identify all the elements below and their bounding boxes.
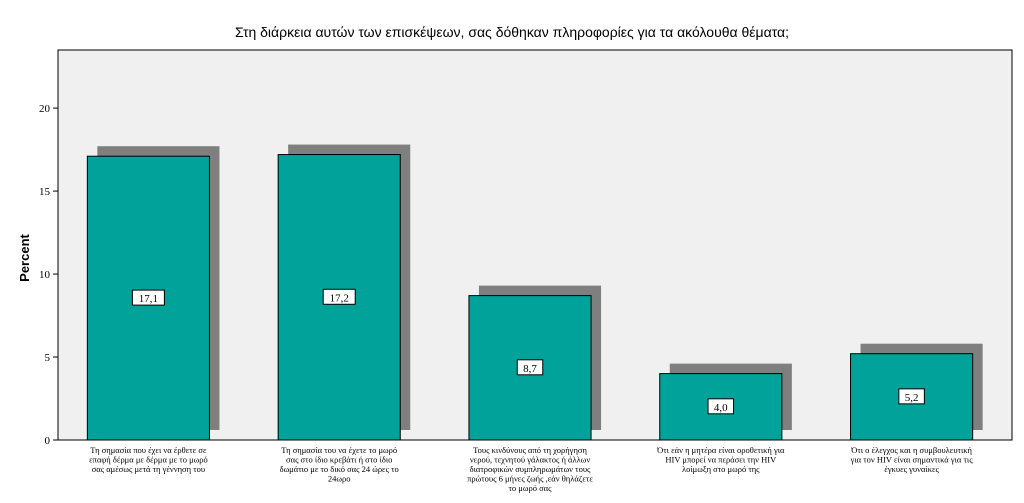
x-tick-label: HIV μπορεί να περάσει την HIV bbox=[665, 455, 777, 465]
bars: 17,1 17,2 8,7 4,0 5,2 bbox=[86, 144, 983, 441]
x-tick-label: πρώτους 6 μήνες ζωής ,εάν θηλάζετε bbox=[467, 474, 593, 484]
x-tick-label: το μωρό σας bbox=[509, 483, 553, 493]
chart-title: Στη διάρκεια αυτών των επισκέψεων, σας δ… bbox=[234, 24, 790, 40]
y-tick-label: 15 bbox=[39, 186, 51, 198]
x-tick-label: Τη σημασία του να έχετε το μωρό bbox=[281, 445, 397, 455]
data-label: 17,2 bbox=[330, 292, 349, 304]
data-label: 5,2 bbox=[905, 392, 919, 404]
y-axis: 0 5 10 15 20 bbox=[39, 103, 58, 447]
x-tick-label: σας στο ίδιο κρεβάτι ή στο ίδιο bbox=[286, 455, 392, 465]
data-label: 4,0 bbox=[714, 402, 728, 414]
y-tick-label: 5 bbox=[45, 352, 51, 364]
y-tick-label: 10 bbox=[39, 269, 51, 281]
y-tick-label: 20 bbox=[39, 103, 51, 115]
x-tick-label: επαφή δέρμα με δέρμα με το μωρό bbox=[89, 455, 208, 465]
data-label: 8,7 bbox=[523, 363, 537, 375]
data-label: 17,1 bbox=[139, 293, 158, 305]
data-label-box bbox=[516, 359, 544, 376]
x-tick-label: Ότι ο έλεγχος και η συμβουλευτική bbox=[850, 445, 972, 455]
data-label-box bbox=[707, 398, 735, 415]
x-tick-label: δωμάτιο με το δικό σας 24 ώρες το bbox=[280, 464, 399, 474]
x-tick-label: νερού, τεχνητού γάλακτος ή άλλων bbox=[470, 455, 590, 465]
x-tick-label: 24ωρο bbox=[328, 474, 351, 484]
x-tick-label: διατροφικών συμπληρωμάτων τους bbox=[470, 464, 591, 474]
x-tick-label: λοίμωξη στο μωρό της bbox=[682, 464, 760, 474]
y-axis-label: Percent bbox=[17, 233, 32, 281]
y-tick-label: 0 bbox=[45, 435, 51, 447]
x-tick-label: έγκυες γυναίκες bbox=[884, 464, 939, 474]
x-tick-label: Τη σημασία που έχει να έρθετε σε bbox=[90, 445, 207, 455]
x-tick-label: για τον HIV είναι σημαντικά για τις bbox=[850, 455, 974, 465]
x-tick-label: σας αμέσως μετά τη γέννηση του bbox=[92, 464, 205, 474]
x-tick-label: Ότι εάν η μητέρα είναι οροθετική για bbox=[656, 445, 785, 455]
data-label-box bbox=[898, 388, 925, 405]
data-label-box bbox=[322, 288, 356, 305]
x-tick-label: Τους κινδύνους από τη χορήγηση bbox=[473, 445, 587, 455]
data-label-box bbox=[131, 289, 165, 306]
